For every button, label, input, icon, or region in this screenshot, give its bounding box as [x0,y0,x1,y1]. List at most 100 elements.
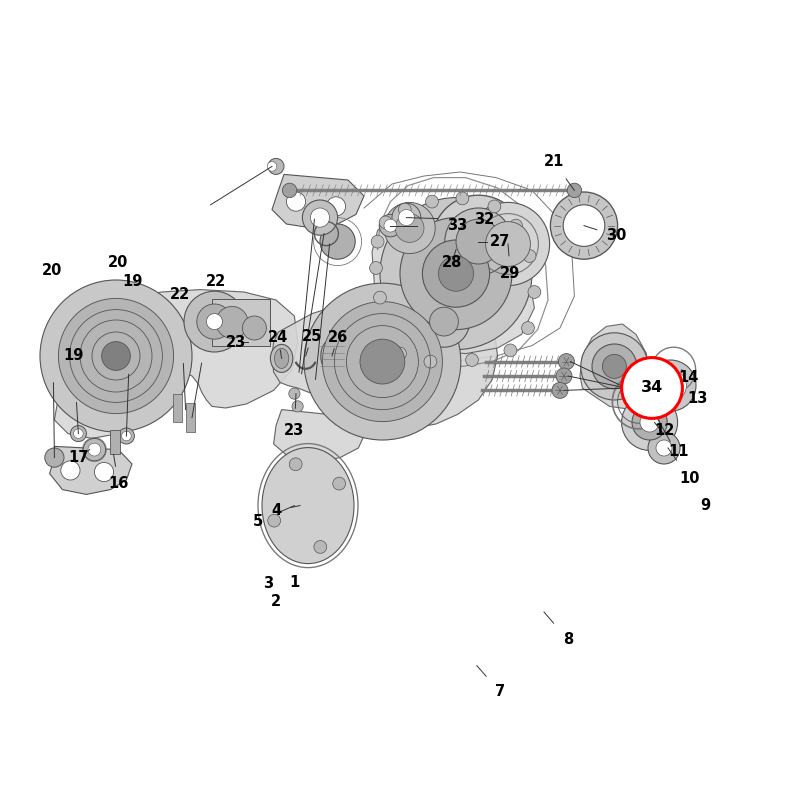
Text: 29: 29 [500,266,521,281]
Circle shape [286,192,306,211]
Circle shape [550,192,618,259]
Text: 25: 25 [302,329,322,343]
Circle shape [314,541,326,554]
Circle shape [556,368,572,384]
Circle shape [430,307,458,336]
Text: 22: 22 [206,274,226,289]
Circle shape [74,429,83,438]
Circle shape [552,382,568,398]
Circle shape [45,448,64,467]
Circle shape [268,514,281,527]
Circle shape [206,314,222,330]
Circle shape [83,438,106,461]
Circle shape [558,354,574,370]
Circle shape [320,224,355,259]
Circle shape [374,291,386,304]
Circle shape [102,342,130,370]
Text: 32: 32 [474,213,494,227]
Circle shape [398,210,414,226]
Text: 26: 26 [327,330,348,345]
Circle shape [418,296,470,347]
Circle shape [122,431,131,441]
Text: 11: 11 [668,445,689,459]
Circle shape [400,218,512,330]
Text: 27: 27 [490,234,510,249]
Text: 10: 10 [679,471,700,486]
Text: 20: 20 [42,263,62,278]
Text: 19: 19 [122,274,142,289]
Circle shape [422,240,490,307]
Circle shape [394,347,406,360]
Circle shape [426,195,438,208]
Circle shape [654,370,686,402]
Polygon shape [580,324,650,410]
Circle shape [466,202,550,286]
Text: 13: 13 [687,391,708,406]
Circle shape [384,219,397,232]
Circle shape [645,360,696,411]
Circle shape [486,222,530,266]
Polygon shape [272,174,364,228]
Text: 1: 1 [290,575,299,590]
Circle shape [384,202,435,254]
Circle shape [268,158,284,174]
Text: 34: 34 [641,381,663,395]
Polygon shape [372,206,534,354]
Circle shape [370,262,382,274]
Text: 19: 19 [63,349,84,363]
Circle shape [488,200,501,213]
Text: 9: 9 [701,498,710,513]
Circle shape [504,344,517,357]
Text: 24: 24 [268,330,289,345]
Polygon shape [54,386,140,438]
Text: 14: 14 [678,370,698,385]
Circle shape [379,214,402,237]
Circle shape [632,405,667,440]
Circle shape [432,195,525,288]
Text: 16: 16 [108,477,129,491]
Polygon shape [44,290,298,408]
Ellipse shape [270,344,293,373]
Circle shape [216,306,248,338]
Circle shape [88,443,101,456]
Circle shape [379,216,392,229]
Bar [173,394,182,422]
Circle shape [395,214,424,242]
Text: 20: 20 [108,255,129,270]
Circle shape [310,208,330,227]
Text: 21: 21 [543,154,564,169]
Circle shape [592,344,637,389]
Text: 33: 33 [447,218,468,233]
Circle shape [242,316,266,340]
Circle shape [322,302,442,422]
Circle shape [456,219,501,264]
Circle shape [371,235,384,248]
Text: 3: 3 [263,577,273,591]
Text: 4: 4 [271,503,281,518]
Circle shape [197,304,232,339]
Circle shape [292,401,303,412]
Circle shape [94,462,114,482]
Circle shape [424,355,437,368]
Polygon shape [274,410,366,462]
Circle shape [456,192,469,205]
Circle shape [326,197,346,216]
Circle shape [304,283,461,440]
Circle shape [290,458,302,470]
Bar [110,430,120,454]
Circle shape [267,162,277,171]
Circle shape [438,256,474,291]
Circle shape [61,461,80,480]
Bar [186,403,195,432]
Circle shape [466,354,478,366]
Text: 7: 7 [495,685,505,699]
Circle shape [648,432,680,464]
Circle shape [184,291,245,352]
Circle shape [333,477,346,490]
Circle shape [522,322,534,334]
Circle shape [445,208,512,275]
Polygon shape [272,298,498,428]
Circle shape [567,183,582,198]
Text: 5: 5 [253,514,262,529]
Circle shape [581,333,648,400]
